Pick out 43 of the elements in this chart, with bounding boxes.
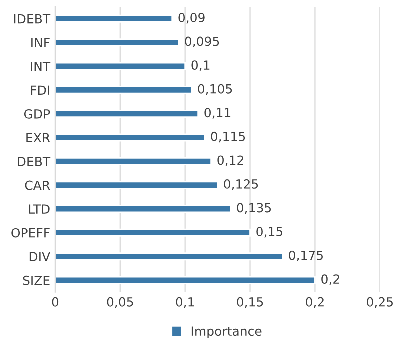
y-tick-label: DIV <box>30 252 50 262</box>
bar <box>55 14 174 23</box>
y-tick-label: CAR <box>25 180 50 190</box>
bar <box>55 181 218 190</box>
y-tick-label: FDI <box>31 86 50 95</box>
bar <box>55 158 212 166</box>
data-label: 0,095 <box>185 36 220 48</box>
y-tick-label: DEBT <box>18 157 51 166</box>
y-tick-label: LTD <box>29 204 50 214</box>
x-tick-label: 0,2 <box>306 297 324 308</box>
bar <box>55 110 200 118</box>
data-label: 0,2 <box>322 274 340 286</box>
y-tick-label: OPEFF <box>12 228 50 238</box>
y-tick-label: INT <box>31 62 51 72</box>
data-label: 0,1 <box>192 60 210 72</box>
y-tick-label: GDP <box>24 109 50 119</box>
bar <box>55 276 316 284</box>
data-label: 0,175 <box>289 250 323 262</box>
data-label: 0,15 <box>256 227 283 238</box>
data-label: 0,135 <box>237 203 272 214</box>
data-label: 0,09 <box>178 13 205 24</box>
bar <box>55 205 232 214</box>
bar <box>55 62 186 70</box>
x-tick-label: 0,05 <box>107 297 134 308</box>
bar <box>55 228 251 237</box>
y-tick-label: INF <box>32 38 50 48</box>
x-tick-label: 0,25 <box>367 297 393 308</box>
bar <box>55 86 193 94</box>
y-tick-label: EXR <box>26 133 50 142</box>
bar <box>55 134 206 142</box>
x-tick-label: 0 <box>52 297 59 307</box>
data-label: 0,105 <box>198 84 232 96</box>
data-label: 0,12 <box>218 156 244 166</box>
data-label: 0,11 <box>204 108 231 119</box>
x-tick-label: 0,15 <box>237 297 264 308</box>
legend-label: Importance <box>192 326 262 338</box>
data-label: 0,125 <box>224 179 258 190</box>
y-tick-label: IDEBT <box>14 14 51 24</box>
x-tick-label: 0,1 <box>176 297 194 308</box>
bar <box>55 252 284 261</box>
y-tick-label: SIZE <box>23 276 50 286</box>
data-label: 0,115 <box>211 132 246 143</box>
bar <box>55 38 180 47</box>
